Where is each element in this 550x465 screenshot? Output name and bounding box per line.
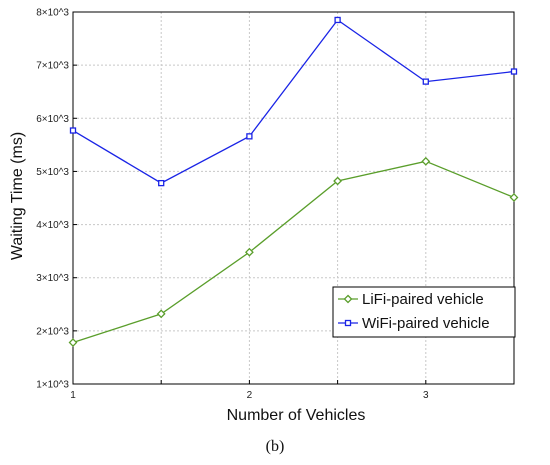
- line-chart: 1×10^3 2×10^3 3×10^3 4×10^3 5×10^3 6×10^3 7×10…: [9, 8, 519, 424]
- series-wifi: [69, 16, 518, 187]
- data-point-marker: [333, 176, 343, 186]
- series-line: [72, 19, 515, 184]
- y-tick-label: 3×10^3: [36, 273, 69, 284]
- x-tick-label: 1: [70, 390, 76, 401]
- legend-label-lifi: LiFi-paired vehicle: [362, 291, 484, 308]
- grid: [73, 12, 514, 384]
- data-point-marker: [69, 127, 77, 134]
- y-tick-label: 8×10^3: [36, 8, 69, 19]
- x-tick-label: 2: [247, 390, 253, 401]
- data-point-marker: [244, 247, 254, 257]
- data-point-marker: [422, 78, 429, 85]
- data-point-marker: [246, 133, 253, 140]
- data-point-marker: [510, 68, 518, 75]
- y-tick-label: 1×10^3: [36, 380, 69, 391]
- y-axis-ticks: 1×10^3 2×10^3 3×10^3 4×10^3 5×10^3 6×10^3 7×10…: [36, 8, 77, 391]
- y-tick-label: 2×10^3: [36, 326, 69, 337]
- legend-entry-wifi: WiFi-paired vehicle: [338, 315, 490, 332]
- legend-box: [332, 286, 516, 338]
- data-point-marker: [158, 179, 165, 187]
- legend-label-wifi: WiFi-paired vehicle: [362, 315, 490, 332]
- x-axis-ticks: 1 2 3: [70, 380, 515, 401]
- data-point-marker: [156, 309, 166, 319]
- series-lifi: [68, 156, 519, 347]
- data-point-marker: [421, 156, 431, 166]
- x-axis-label: Number of Vehicles: [227, 407, 366, 424]
- y-tick-label: 4×10^3: [36, 220, 69, 231]
- legend-marker-wifi: [344, 319, 352, 327]
- y-axis-label: Waiting Time (ms): [9, 132, 26, 260]
- y-tick-label: 5×10^3: [36, 167, 69, 178]
- series-layer: [68, 16, 519, 347]
- y-tick-label: 6×10^3: [36, 114, 69, 125]
- figure-caption: (b): [265, 438, 285, 455]
- y-tick-label: 7×10^3: [36, 61, 69, 72]
- data-point-marker: [334, 16, 341, 24]
- series-line: [72, 160, 515, 344]
- data-point-marker: [509, 193, 519, 202]
- x-tick-label: 3: [423, 390, 429, 401]
- legend-entry-lifi: LiFi-paired vehicle: [338, 291, 484, 308]
- legend: LiFi-paired vehicle WiFi-paired vehicle: [332, 286, 516, 338]
- data-point-marker: [68, 338, 78, 347]
- legend-marker-lifi: [343, 294, 353, 304]
